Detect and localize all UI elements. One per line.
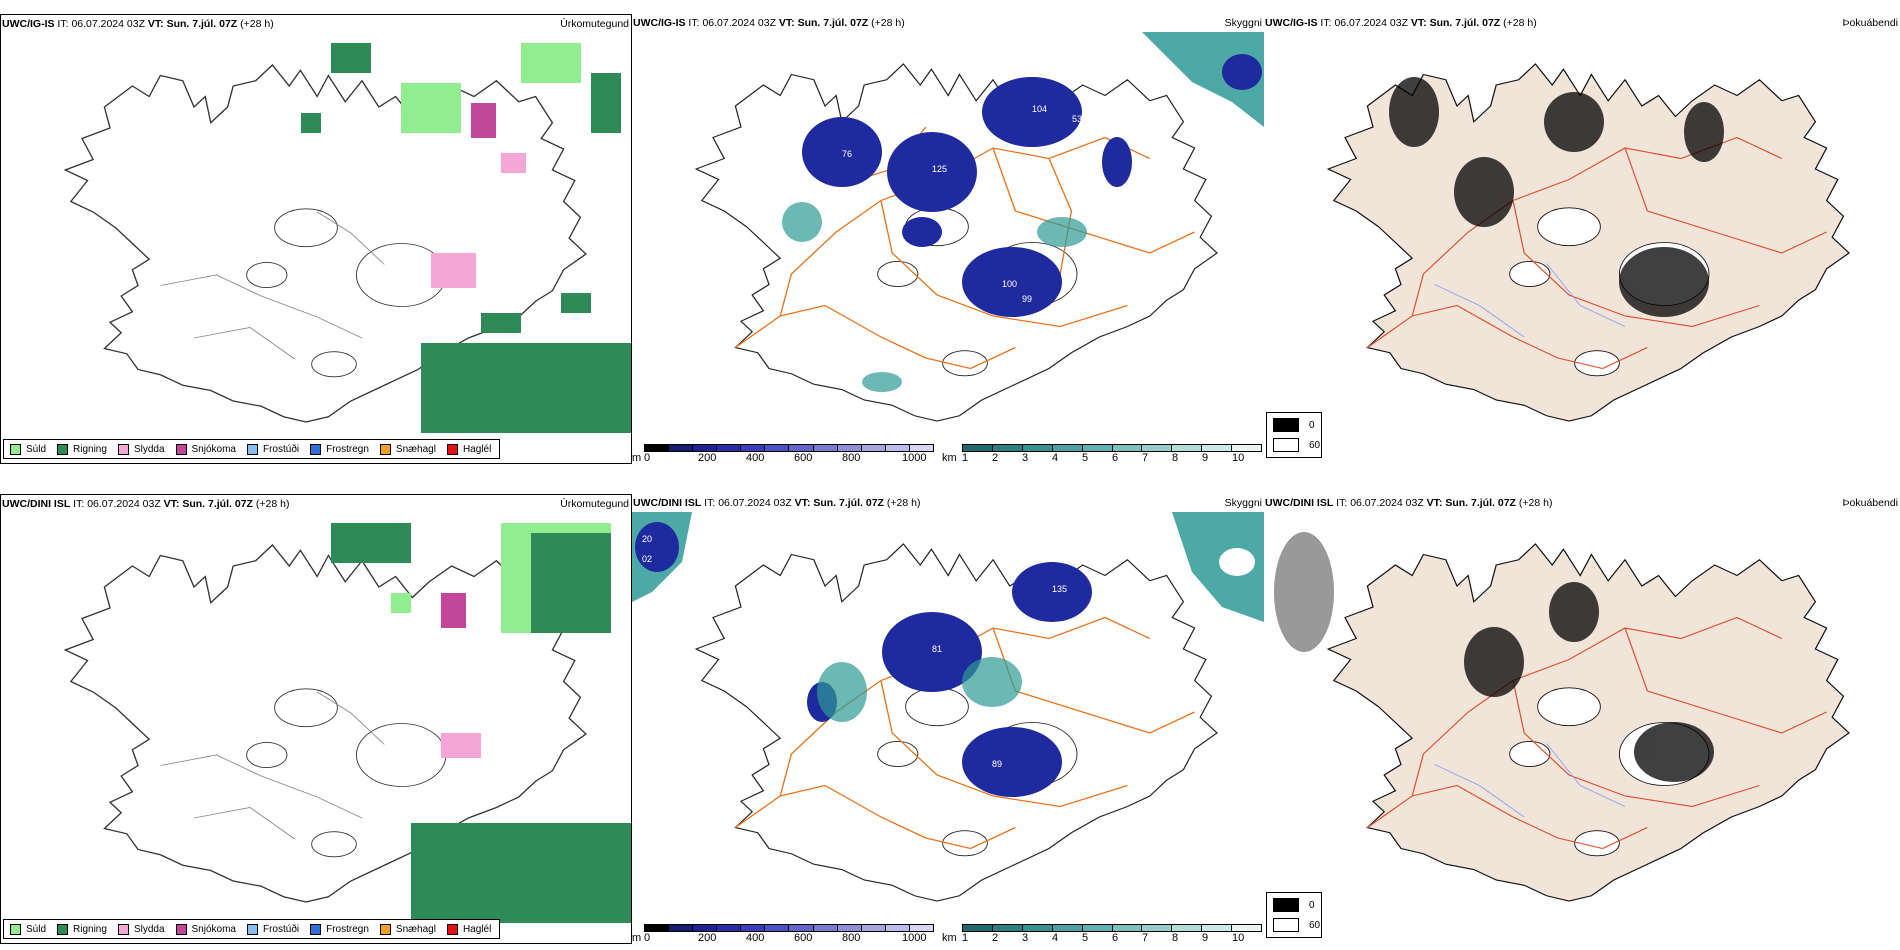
panel-title: Skyggni xyxy=(1224,17,1262,29)
fog-panel-bottom: UWC/DINI ISL IT: 06.07.2024 03Z VT: Sun.… xyxy=(1264,494,1900,944)
svg-text:02: 02 xyxy=(642,554,652,564)
legend-item: Rigning xyxy=(57,443,107,455)
legend-swatch xyxy=(310,443,322,455)
legend-swatch xyxy=(310,923,322,935)
precip-legend: Súld Rigning Slydda Snjókoma Frostúði Fr… xyxy=(3,919,501,939)
svg-text:104: 104 xyxy=(1032,104,1047,114)
legend-swatch xyxy=(57,443,69,455)
legend-swatch xyxy=(246,923,258,935)
legend-item: Frostregn xyxy=(310,923,369,935)
legend-item: Rigning xyxy=(57,923,107,935)
visibility-map: 20 02 135 81 89 563 xyxy=(632,512,1264,917)
svg-text:99: 99 xyxy=(1022,294,1032,304)
fog-map xyxy=(1264,512,1900,942)
legend-swatch xyxy=(446,923,458,935)
panel-title: Úrkomutegund xyxy=(560,18,629,30)
fog-swatch-dark xyxy=(1273,898,1299,912)
precip-map xyxy=(1,513,631,923)
legend-swatch xyxy=(117,443,129,455)
legend-item: Súld xyxy=(10,923,46,935)
legend-item: Frostregn xyxy=(310,443,369,455)
panel-title: Þokuábendi xyxy=(1842,497,1898,509)
visibility-panel-bottom: UWC/DINI ISL IT: 06.07.2024 03Z VT: Sun.… xyxy=(632,494,1264,944)
legend-item: Snjókoma xyxy=(175,923,236,935)
legend-swatch xyxy=(446,443,458,455)
fog-legend: 0 60 xyxy=(1266,892,1322,938)
legend-item: Snæhagl xyxy=(379,923,436,935)
svg-text:53: 53 xyxy=(1072,114,1082,124)
legend-item: Snjókoma xyxy=(175,443,236,455)
legend-swatch xyxy=(379,923,391,935)
legend-item: Slydda xyxy=(117,443,165,455)
svg-text:563: 563 xyxy=(1230,558,1245,568)
legend-item: Frostúði xyxy=(246,923,299,935)
svg-text:20: 20 xyxy=(642,534,652,544)
fog-map xyxy=(1264,32,1900,462)
visibility-panel-top: UWC/IG-IS IT: 06.07.2024 03Z VT: Sun. 7.… xyxy=(632,14,1264,464)
panel-header: UWC/DINI ISL IT: 06.07.2024 03Z VT: Sun.… xyxy=(1265,497,1898,509)
legend-swatch xyxy=(10,923,21,935)
svg-text:81: 81 xyxy=(932,644,942,654)
panel-title: Úrkomutegund xyxy=(560,498,629,510)
legend-swatch xyxy=(246,443,258,455)
legend-swatch xyxy=(10,443,21,455)
svg-text:76: 76 xyxy=(842,149,852,159)
panel-header: UWC/IG-IS IT: 06.07.2024 03Z VT: Sun. 7.… xyxy=(1265,17,1898,29)
panel-header: UWC/DINI ISL IT: 06.07.2024 03Z VT: Sun.… xyxy=(2,498,629,510)
svg-text:89: 89 xyxy=(992,759,1002,769)
fog-legend: 0 60 xyxy=(1266,412,1322,458)
legend-item: Haglél xyxy=(446,443,491,455)
fog-panel-top: UWC/IG-IS IT: 06.07.2024 03Z VT: Sun. 7.… xyxy=(1264,14,1900,464)
svg-text:135: 135 xyxy=(1052,584,1067,594)
panel-header: UWC/IG-IS IT: 06.07.2024 03Z VT: Sun. 7.… xyxy=(633,17,1262,29)
legend-swatch xyxy=(57,923,69,935)
visibility-colorbar: km 1 2 3 4 5 6 7 8 9 10 xyxy=(942,444,1264,464)
legend-item: Snæhagl xyxy=(379,443,436,455)
precip-panel-bottom: UWC/DINI ISL IT: 06.07.2024 03Z VT: Sun.… xyxy=(0,494,632,944)
legend-swatch xyxy=(175,443,187,455)
legend-item: Frostúði xyxy=(246,443,299,455)
legend-item: Haglél xyxy=(446,923,491,935)
legend-swatch xyxy=(117,923,129,935)
fog-swatch-light xyxy=(1273,918,1299,932)
precip-panel-top: UWC/IG-IS IT: 06.07.2024 03Z VT: Sun. 7.… xyxy=(0,14,632,464)
panel-title: Þokuábendi xyxy=(1842,17,1898,29)
panel-header: UWC/DINI ISL IT: 06.07.2024 03Z VT: Sun.… xyxy=(633,497,1262,509)
legend-swatch xyxy=(379,443,391,455)
fog-swatch-light xyxy=(1273,438,1299,452)
precip-legend: Súld Rigning Slydda Snjókoma Frostúði Fr… xyxy=(3,439,501,459)
svg-text:100: 100 xyxy=(1002,279,1017,289)
legend-item: Súld xyxy=(10,443,46,455)
cloud-base-colorbar: m 0 200 400 600 800 1000 xyxy=(632,924,937,944)
fog-swatch-dark xyxy=(1273,418,1299,432)
legend-swatch xyxy=(175,923,187,935)
svg-text:125: 125 xyxy=(932,164,947,174)
panel-title: Skyggni xyxy=(1224,497,1262,509)
visibility-colorbar: km 1 2 3 4 5 6 7 8 9 10 xyxy=(942,924,1264,944)
legend-item: Slydda xyxy=(117,923,165,935)
panel-header: UWC/IG-IS IT: 06.07.2024 03Z VT: Sun. 7.… xyxy=(2,18,629,30)
visibility-map: 76 125 104 100 99 53 xyxy=(632,32,1264,437)
precip-map xyxy=(1,33,631,443)
cloud-base-colorbar: m 0 200 400 600 800 1000 xyxy=(632,444,937,464)
